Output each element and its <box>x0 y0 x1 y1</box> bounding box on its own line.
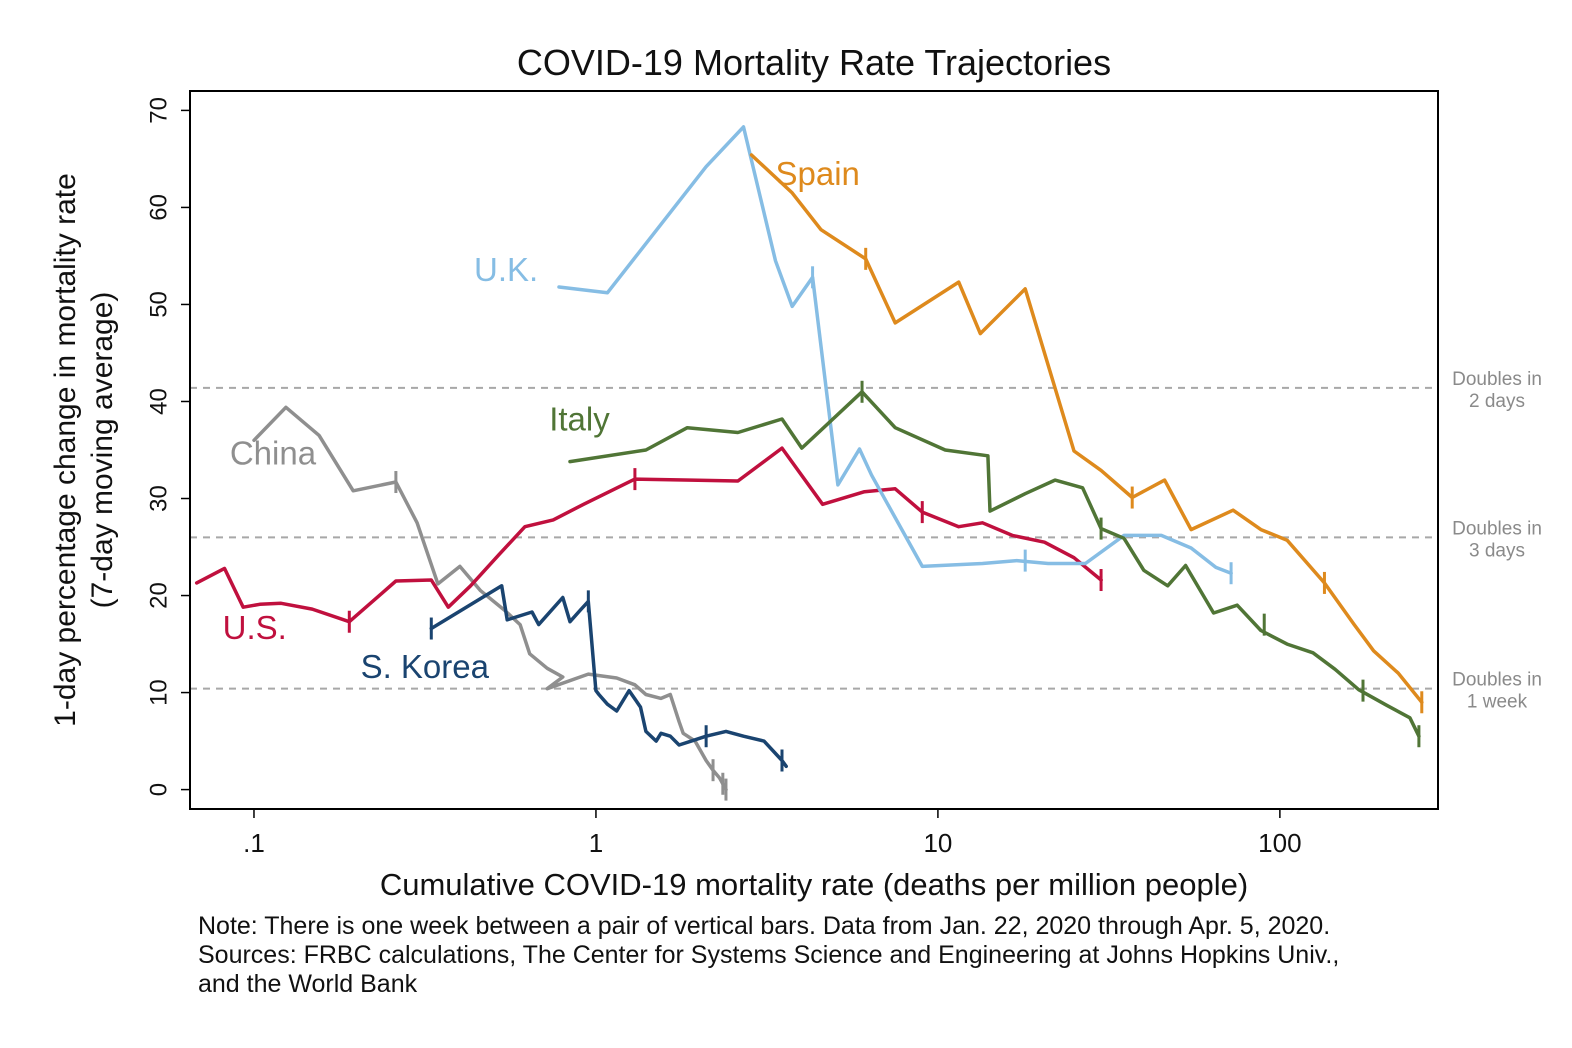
reference-label-2-line1: Doubles in <box>1452 670 1542 691</box>
y-tick-label: 70 <box>145 97 172 124</box>
chart-title: COVID-19 Mortality Rate Trajectories <box>517 42 1111 83</box>
reference-label-0-line1: Doubles in <box>1452 369 1542 390</box>
y-axis-label-line1: 1-day percentage change in mortality rat… <box>49 173 82 727</box>
y-tick-label: 0 <box>145 783 172 796</box>
x-tick-label: 10 <box>923 828 952 858</box>
series-label-italy: Italy <box>549 401 610 438</box>
reference-label-1-line2: 3 days <box>1469 540 1525 561</box>
series-china: China <box>230 405 728 801</box>
y-tick-label: 50 <box>145 291 172 318</box>
y-tick-label: 20 <box>145 582 172 609</box>
y-tick-label: 10 <box>145 679 172 706</box>
series-italy: Italy <box>549 380 1421 748</box>
series-u-k: U.K. <box>474 125 1233 585</box>
y-axis-label-line2: (7-day moving average) <box>86 292 119 609</box>
note-line-3: and the World Bank <box>198 970 418 998</box>
series-line-u-k <box>557 125 1233 575</box>
series-line-u-s <box>194 446 1103 624</box>
plot-frame <box>189 90 1439 810</box>
series-line-china <box>252 405 728 792</box>
series-label-u-s: U.S. <box>223 609 287 646</box>
chart-note: Note: There is one week between a pair o… <box>198 912 1558 999</box>
series-spain: Spain <box>749 153 1424 714</box>
reference-label-1-line1: Doubles in <box>1452 518 1542 539</box>
x-tick-label: .1 <box>243 828 265 858</box>
series-s-korea: S. Korea <box>361 584 788 772</box>
series-line-spain <box>749 153 1424 705</box>
note-line-1: Note: There is one week between a pair o… <box>198 912 1331 940</box>
series-label-spain: Spain <box>775 155 859 192</box>
x-tick-label: 100 <box>1258 828 1301 858</box>
x-axis-label: Cumulative COVID-19 mortality rate (deat… <box>380 867 1248 902</box>
series-u-s: U.S. <box>194 446 1103 646</box>
y-axis-label: 1-day percentage change in mortality rat… <box>49 173 119 727</box>
note-line-2: Sources: FRBC calculations, The Center f… <box>198 941 1340 969</box>
reference-label-0-line2: 2 days <box>1469 391 1525 412</box>
y-tick-label: 40 <box>145 388 172 415</box>
axes: .1 1 10 100 0 10 20 30 40 50 60 70 <box>145 97 1301 858</box>
series-label-u-k: U.K. <box>474 251 538 288</box>
y-tick-label: 30 <box>145 485 172 512</box>
x-tick-label: 1 <box>589 828 603 858</box>
series-label-china: China <box>230 435 317 472</box>
series-label-s-korea: S. Korea <box>361 648 490 685</box>
series-line-s-korea <box>429 584 788 769</box>
reference-label-2-line2: 1 week <box>1467 692 1528 713</box>
series-layer: China U.S. S. Korea U.K. Spain Italy <box>194 125 1424 801</box>
y-tick-label: 60 <box>145 194 172 221</box>
